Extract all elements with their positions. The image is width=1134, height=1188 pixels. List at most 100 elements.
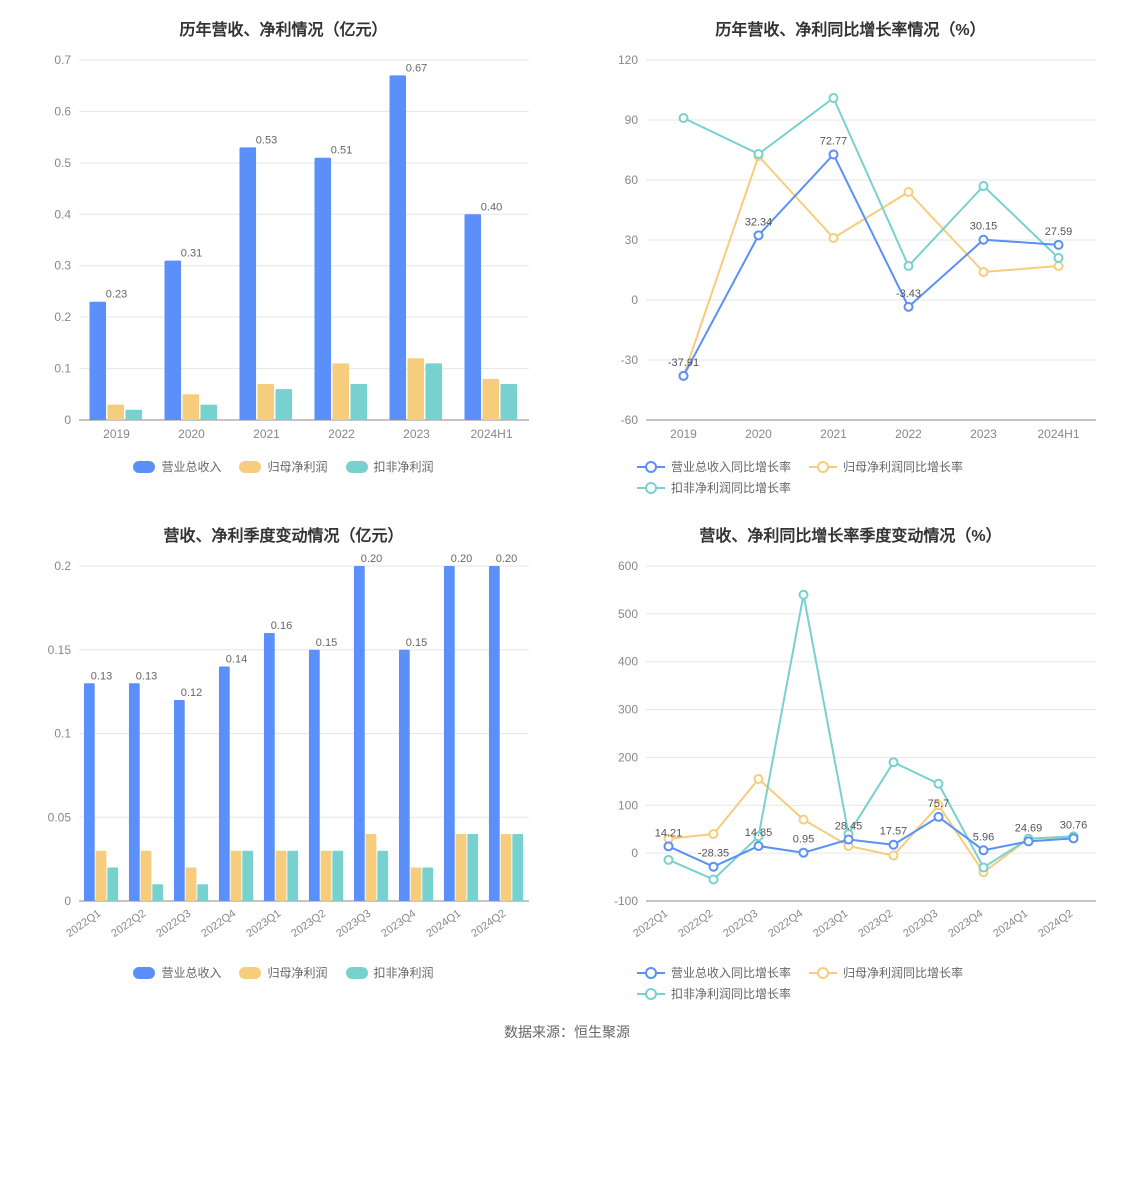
svg-text:2024Q2: 2024Q2 <box>1036 908 1075 940</box>
legend-line-icon <box>637 482 665 494</box>
svg-text:2023Q4: 2023Q4 <box>946 908 985 940</box>
legend-label: 归母净利润同比增长率 <box>843 458 963 475</box>
svg-text:2019: 2019 <box>103 427 130 441</box>
svg-text:2024H1: 2024H1 <box>1037 427 1079 441</box>
legend-item: 归母净利润 <box>239 458 327 475</box>
svg-text:0.31: 0.31 <box>180 248 201 260</box>
legend-line-icon <box>809 461 837 473</box>
svg-text:2023Q1: 2023Q1 <box>244 908 283 940</box>
legend-label: 营业总收入同比增长率 <box>671 964 791 981</box>
svg-text:0.20: 0.20 <box>450 553 471 565</box>
legend-swatch <box>239 967 261 979</box>
svg-text:0.1: 0.1 <box>54 727 71 741</box>
legend-swatch <box>133 967 155 979</box>
panel-quarterly-growth: 营收、净利同比增长率季度变动情况（%） -1000100200300400500… <box>577 516 1124 1002</box>
legend-item: 扣非净利润同比增长率 <box>637 479 791 496</box>
legend-label: 扣非净利润同比增长率 <box>671 479 791 496</box>
svg-text:60: 60 <box>624 173 638 187</box>
svg-text:0: 0 <box>64 413 71 427</box>
svg-text:2020: 2020 <box>745 427 772 441</box>
svg-text:2023Q4: 2023Q4 <box>379 908 418 940</box>
legend-item: 营业总收入 <box>133 458 221 475</box>
svg-text:0.4: 0.4 <box>54 207 71 221</box>
chart-grid: 历年营收、净利情况（亿元） 00.10.20.30.40.50.60.72019… <box>10 10 1124 1002</box>
svg-text:2022Q3: 2022Q3 <box>154 908 193 940</box>
svg-text:17.57: 17.57 <box>879 826 907 838</box>
svg-text:-60: -60 <box>620 413 638 427</box>
svg-text:14.85: 14.85 <box>744 827 772 839</box>
svg-text:2022Q1: 2022Q1 <box>64 908 103 940</box>
legend-swatch <box>239 461 261 473</box>
svg-text:24.69: 24.69 <box>1014 822 1042 834</box>
svg-text:-3.43: -3.43 <box>895 288 920 300</box>
svg-text:2023Q3: 2023Q3 <box>901 908 940 940</box>
legend-swatch <box>346 461 368 473</box>
panel-annual-revenue: 历年营收、净利情况（亿元） 00.10.20.30.40.50.60.72019… <box>10 10 557 496</box>
chart4-title: 营收、净利同比增长率季度变动情况（%） <box>577 522 1124 546</box>
legend-item: 归母净利润同比增长率 <box>809 458 963 475</box>
svg-text:30: 30 <box>624 233 638 247</box>
svg-text:300: 300 <box>617 703 637 717</box>
svg-text:27.59: 27.59 <box>1044 226 1072 238</box>
svg-text:2023Q2: 2023Q2 <box>289 908 328 940</box>
svg-text:2023Q1: 2023Q1 <box>811 908 850 940</box>
chart2-plot: -60-300306090120201920202021202220232024… <box>591 50 1111 450</box>
chart1-plot: 00.10.20.30.40.50.60.720190.2320200.3120… <box>24 50 544 450</box>
svg-text:2019: 2019 <box>670 427 697 441</box>
legend-item: 营业总收入同比增长率 <box>637 964 791 981</box>
svg-text:0: 0 <box>631 293 638 307</box>
svg-text:2022Q3: 2022Q3 <box>721 908 760 940</box>
legend-item: 营业总收入同比增长率 <box>637 458 791 475</box>
chart1-legend: 营业总收入 归母净利润 扣非净利润 <box>10 458 557 475</box>
svg-text:32.34: 32.34 <box>744 216 772 228</box>
svg-text:0.20: 0.20 <box>495 553 516 565</box>
svg-text:2022Q1: 2022Q1 <box>631 908 670 940</box>
legend-item: 归母净利润同比增长率 <box>809 964 963 981</box>
svg-text:2024Q1: 2024Q1 <box>424 908 463 940</box>
chart3-plot: 00.050.10.150.22022Q10.132022Q20.132022Q… <box>24 556 544 956</box>
svg-text:75.7: 75.7 <box>927 798 948 810</box>
svg-text:0.5: 0.5 <box>54 156 71 170</box>
chart2-legend: 营业总收入同比增长率 归母净利润同比增长率扣非净利润同比增长率 <box>577 458 1124 496</box>
svg-text:0.05: 0.05 <box>47 810 71 824</box>
svg-text:2023Q3: 2023Q3 <box>334 908 373 940</box>
data-source-footer: 数据来源：恒生聚源 <box>10 1022 1124 1042</box>
legend-line-icon <box>637 461 665 473</box>
svg-text:72.77: 72.77 <box>819 135 847 147</box>
svg-text:2020: 2020 <box>178 427 205 441</box>
svg-text:2023: 2023 <box>970 427 997 441</box>
legend-label: 归母净利润同比增长率 <box>843 964 963 981</box>
legend-label: 扣非净利润 <box>374 964 434 981</box>
legend-label: 归母净利润 <box>267 458 327 475</box>
svg-text:0.20: 0.20 <box>360 553 381 565</box>
panel-annual-growth: 历年营收、净利同比增长率情况（%） -60-300306090120201920… <box>577 10 1124 496</box>
legend-label: 归母净利润 <box>267 964 327 981</box>
legend-line-icon <box>809 967 837 979</box>
svg-text:0.67: 0.67 <box>405 62 426 74</box>
svg-text:0: 0 <box>631 846 638 860</box>
chart4-plot: -10001002003004005006002022Q12022Q22022Q… <box>591 556 1111 956</box>
legend-line-icon <box>637 967 665 979</box>
svg-text:0.16: 0.16 <box>270 620 291 632</box>
legend-item: 扣非净利润 <box>346 458 434 475</box>
svg-text:2023: 2023 <box>403 427 430 441</box>
svg-text:0.40: 0.40 <box>480 201 501 213</box>
svg-text:400: 400 <box>617 655 637 669</box>
svg-text:5.96: 5.96 <box>972 831 993 843</box>
legend-label: 营业总收入同比增长率 <box>671 458 791 475</box>
legend-item: 营业总收入 <box>133 964 221 981</box>
svg-text:0.14: 0.14 <box>225 654 246 666</box>
svg-text:0.95: 0.95 <box>792 834 813 846</box>
svg-text:28.45: 28.45 <box>834 821 862 833</box>
chart3-title: 营收、净利季度变动情况（亿元） <box>10 522 557 546</box>
svg-text:0.15: 0.15 <box>405 637 426 649</box>
svg-text:2022: 2022 <box>895 427 922 441</box>
chart1-title: 历年营收、净利情况（亿元） <box>10 16 557 40</box>
svg-text:0.15: 0.15 <box>47 643 71 657</box>
svg-text:0.12: 0.12 <box>180 687 201 699</box>
svg-text:2022: 2022 <box>328 427 355 441</box>
svg-text:2024H1: 2024H1 <box>470 427 512 441</box>
svg-text:0.3: 0.3 <box>54 259 71 273</box>
svg-text:0.6: 0.6 <box>54 104 71 118</box>
svg-text:500: 500 <box>617 607 637 621</box>
